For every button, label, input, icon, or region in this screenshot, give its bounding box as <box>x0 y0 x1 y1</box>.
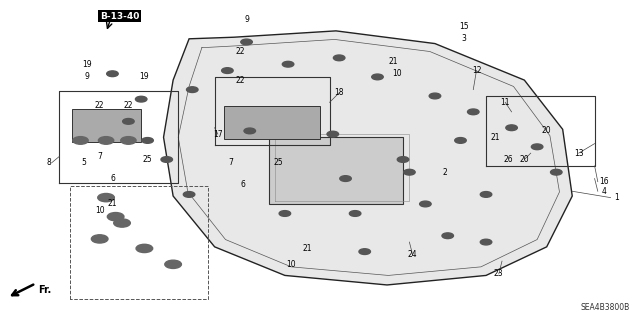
Circle shape <box>136 96 147 102</box>
Text: 6: 6 <box>241 181 246 189</box>
Text: 15: 15 <box>459 22 468 31</box>
Circle shape <box>333 55 345 61</box>
Circle shape <box>186 87 198 93</box>
Text: 10: 10 <box>95 206 104 215</box>
Circle shape <box>123 119 134 124</box>
Text: 8: 8 <box>46 158 51 167</box>
Circle shape <box>73 137 88 144</box>
Polygon shape <box>164 31 572 285</box>
Text: 18: 18 <box>335 88 344 97</box>
Circle shape <box>429 93 441 99</box>
Text: 22: 22 <box>236 76 245 85</box>
Text: 1: 1 <box>614 193 620 202</box>
Circle shape <box>279 211 291 216</box>
Circle shape <box>359 249 371 255</box>
Polygon shape <box>72 109 141 142</box>
Text: 21: 21 <box>108 199 117 208</box>
Circle shape <box>506 125 517 130</box>
Text: 19: 19 <box>82 60 92 69</box>
Text: 21: 21 <box>303 244 312 253</box>
Text: Fr.: Fr. <box>38 285 51 295</box>
Circle shape <box>183 192 195 197</box>
Circle shape <box>327 131 339 137</box>
Text: 22: 22 <box>95 101 104 110</box>
Text: 4: 4 <box>602 187 607 196</box>
Text: SEA4B3800B: SEA4B3800B <box>580 303 630 312</box>
Circle shape <box>349 211 361 216</box>
Circle shape <box>244 128 255 134</box>
Text: 3: 3 <box>461 34 466 43</box>
Text: 25: 25 <box>143 155 152 164</box>
Text: 22: 22 <box>236 47 245 56</box>
Circle shape <box>98 194 115 202</box>
Circle shape <box>165 260 181 269</box>
Circle shape <box>136 244 153 253</box>
Polygon shape <box>224 106 320 139</box>
Circle shape <box>420 201 431 207</box>
Text: 23: 23 <box>494 269 504 278</box>
Circle shape <box>550 169 562 175</box>
Circle shape <box>480 192 492 197</box>
Circle shape <box>221 68 233 73</box>
Text: 12: 12 <box>472 66 481 75</box>
Circle shape <box>531 144 543 150</box>
Circle shape <box>340 176 351 182</box>
Text: 7: 7 <box>228 158 233 167</box>
Text: 10: 10 <box>287 260 296 269</box>
Circle shape <box>372 74 383 80</box>
Circle shape <box>442 233 454 239</box>
Text: 20: 20 <box>542 126 552 135</box>
Text: 17: 17 <box>213 130 223 138</box>
Text: 24: 24 <box>408 250 417 259</box>
Text: 16: 16 <box>600 177 609 186</box>
Text: 5: 5 <box>81 158 86 167</box>
Circle shape <box>161 157 173 162</box>
Circle shape <box>107 71 118 77</box>
Circle shape <box>404 169 415 175</box>
Circle shape <box>142 137 154 143</box>
Circle shape <box>282 61 294 67</box>
Text: 20: 20 <box>520 155 529 164</box>
Text: B-13-40: B-13-40 <box>100 12 139 21</box>
Circle shape <box>397 157 409 162</box>
Text: 9: 9 <box>244 15 249 24</box>
Text: 6: 6 <box>110 174 115 183</box>
Text: 21: 21 <box>491 133 500 142</box>
Text: 11: 11 <box>500 98 510 107</box>
Text: 21: 21 <box>388 56 398 65</box>
Circle shape <box>108 212 124 221</box>
Text: 19: 19 <box>140 72 149 81</box>
Text: 2: 2 <box>442 168 447 177</box>
Circle shape <box>92 235 108 243</box>
Text: 22: 22 <box>124 101 133 110</box>
Circle shape <box>480 239 492 245</box>
Circle shape <box>99 137 114 144</box>
Circle shape <box>455 137 467 143</box>
Text: 9: 9 <box>84 72 90 81</box>
Text: 7: 7 <box>97 152 102 161</box>
Text: 10: 10 <box>392 69 401 78</box>
Circle shape <box>114 219 131 227</box>
Text: 13: 13 <box>574 149 584 158</box>
Text: 25: 25 <box>274 158 284 167</box>
Text: 26: 26 <box>504 155 513 164</box>
Polygon shape <box>269 137 403 204</box>
Circle shape <box>467 109 479 115</box>
Circle shape <box>241 39 252 45</box>
Circle shape <box>121 137 136 144</box>
